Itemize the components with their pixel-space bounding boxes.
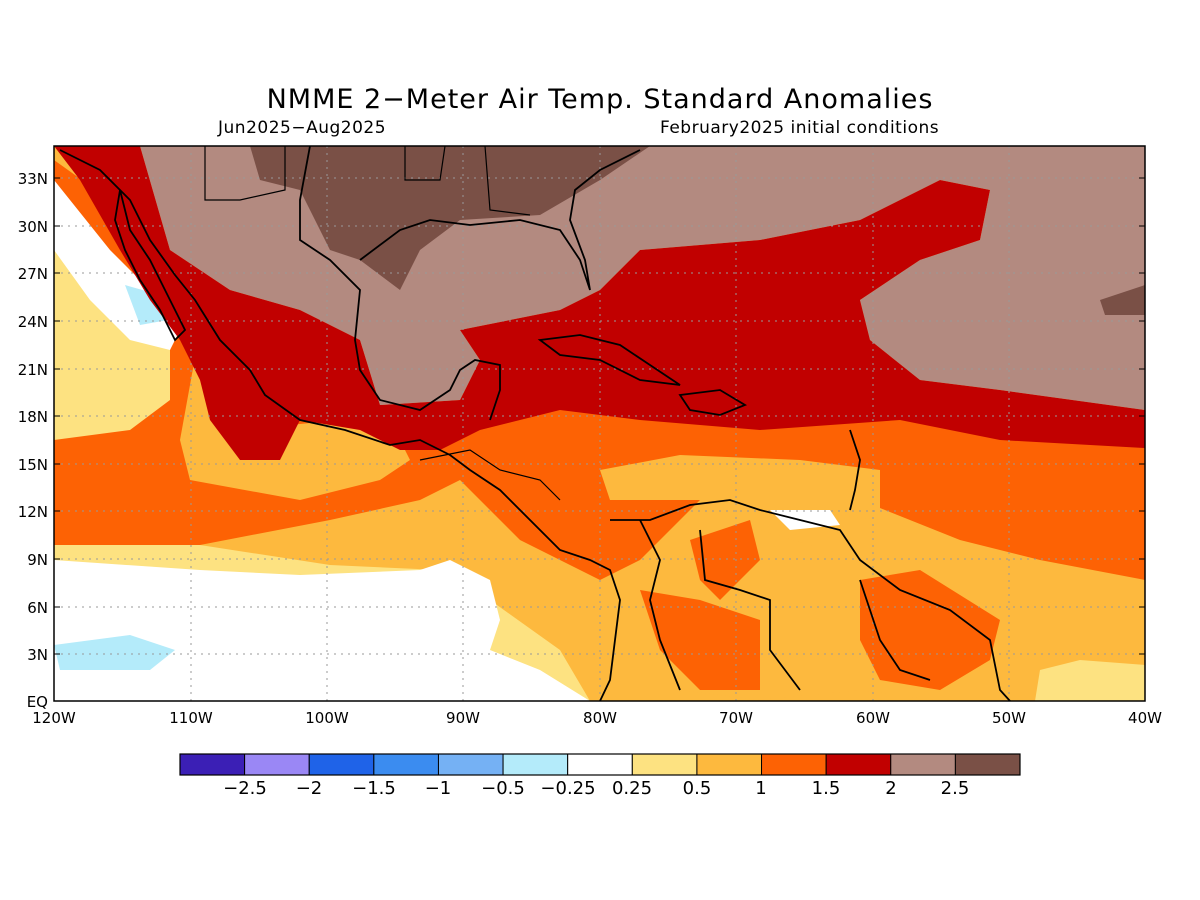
colorbar-swatch xyxy=(244,753,310,776)
colorbar-label: 0.25 xyxy=(612,778,652,799)
lat-label-6n: 6N xyxy=(27,599,48,617)
colorbar-swatch xyxy=(954,753,1021,776)
colorbar-label: −1.5 xyxy=(352,778,396,799)
anomaly-region-1to1.5-guianas xyxy=(860,570,1000,690)
colorbar-frame xyxy=(179,753,1021,776)
lat-label-33n: 33N xyxy=(18,170,48,188)
lat-axis-ticks xyxy=(54,177,1145,655)
lon-label-120w: 120W xyxy=(32,709,76,727)
lat-label-3n: 3N xyxy=(27,646,48,664)
colorbar-label: 1.5 xyxy=(812,778,841,799)
lon-label-60w: 60W xyxy=(856,709,890,727)
lat-label-27n: 27N xyxy=(18,265,48,283)
political-borders xyxy=(204,146,561,501)
lat-label-9n: 9N xyxy=(27,551,48,569)
colorbar-label: 0.5 xyxy=(683,778,712,799)
coastlines xyxy=(59,146,1011,701)
lat-label-30n: 30N xyxy=(18,218,48,236)
colorbar-label: −0.25 xyxy=(540,778,595,799)
colorbar-label: 1 xyxy=(755,778,766,799)
anomaly-region-above2.5-atlantic xyxy=(1100,285,1145,315)
anomaly-region-neutral-pacific xyxy=(54,560,590,701)
lon-label-40w: 40W xyxy=(1128,709,1162,727)
colorbar-swatch xyxy=(567,753,633,776)
lat-lon-grid xyxy=(54,146,1145,701)
anomaly-region-0.5to1-caribbean xyxy=(600,455,880,520)
colorbar-swatch xyxy=(502,753,569,776)
lon-label-110w: 110W xyxy=(169,709,213,727)
colorbar-swatches xyxy=(179,753,1021,776)
lat-label-15n: 15N xyxy=(18,456,48,474)
lon-labels: 120W 110W 100W 90W 80W 70W 60W 50W 40W xyxy=(32,709,1162,727)
colorbar-swatch xyxy=(373,753,439,776)
lon-label-80w: 80W xyxy=(583,709,617,727)
colorbar-swatch xyxy=(308,753,375,776)
map-title: NMME 2−Meter Air Temp. Standard Anomalie… xyxy=(266,84,934,115)
lat-label-21n: 21N xyxy=(18,361,48,379)
lat-label-eq: EQ xyxy=(27,693,48,711)
initial-conditions: February2025 initial conditions xyxy=(660,118,940,138)
colorbar-label: −0.5 xyxy=(481,778,525,799)
colorbar-label: 2 xyxy=(885,778,896,799)
anomaly-region-neg-pacific xyxy=(54,635,175,670)
colorbar-swatch xyxy=(825,753,892,776)
lon-label-50w: 50W xyxy=(992,709,1026,727)
colorbar-label: −2 xyxy=(296,778,323,799)
lat-label-24n: 24N xyxy=(18,313,48,331)
anomaly-region-0.25to0.5-atlantic xyxy=(1035,660,1145,701)
colorbar: −2.5 −2 −1.5 −1 −0.5 −0.25 0.25 0.5 1 1.… xyxy=(179,753,1021,799)
lat-label-18n: 18N xyxy=(18,408,48,426)
colorbar-swatch xyxy=(631,753,698,776)
anomaly-region-0.5to1-south xyxy=(54,146,1145,701)
anomaly-region-1.5to2-patch xyxy=(820,275,855,298)
anomaly-region-1to1.5-amazon xyxy=(640,590,760,690)
lon-label-100w: 100W xyxy=(305,709,349,727)
lat-label-12n: 12N xyxy=(18,503,48,521)
colorbar-swatch xyxy=(890,753,956,776)
map-frame xyxy=(53,145,1146,702)
colorbar-swatch xyxy=(437,753,504,776)
anomaly-region-1.5to2 xyxy=(54,146,1145,460)
lat-labels: 33N 30N 27N 24N 21N 18N 15N 12N 9N 6N 3N… xyxy=(18,170,48,711)
colorbar-swatch xyxy=(696,753,763,776)
anomaly-field xyxy=(54,146,1145,701)
lon-label-90w: 90W xyxy=(446,709,480,727)
forecast-period: Jun2025−Aug2025 xyxy=(218,118,387,138)
lon-label-70w: 70W xyxy=(719,709,753,727)
colorbar-swatch xyxy=(761,753,827,776)
colorbar-swatch xyxy=(179,753,246,776)
colorbar-labels: −2.5 −2 −1.5 −1 −0.5 −0.25 0.25 0.5 1 1.… xyxy=(223,778,969,799)
anomaly-region-above2.5 xyxy=(130,146,650,290)
colorbar-label: −1 xyxy=(425,778,452,799)
colorbar-label: 2.5 xyxy=(941,778,970,799)
colorbar-label: −2.5 xyxy=(223,778,267,799)
